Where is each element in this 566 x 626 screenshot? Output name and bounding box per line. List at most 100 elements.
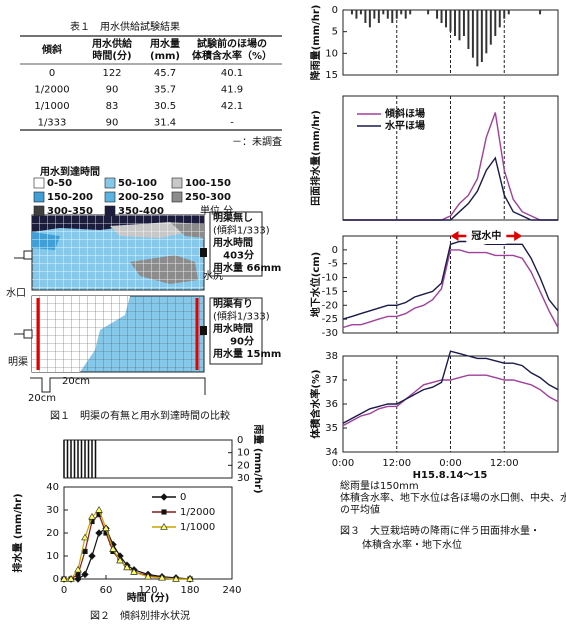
y-tick-label: -30 — [322, 328, 338, 339]
x-axis-label: H15.8.14～15 — [413, 470, 488, 481]
data-marker — [81, 570, 89, 579]
bar — [498, 10, 501, 28]
data-marker — [172, 575, 180, 582]
y-tick-label: 0 — [53, 574, 59, 585]
arrow-head — [514, 231, 523, 241]
bar — [539, 10, 542, 15]
outlet-label: 水尻 — [203, 270, 223, 282]
legend-swatch — [171, 191, 183, 203]
data-marker — [123, 563, 131, 571]
table-cell: 42.1 — [221, 101, 243, 112]
bar — [94, 440, 97, 478]
bar — [476, 10, 479, 67]
y-tick-label: 36 — [325, 399, 338, 410]
bar — [87, 440, 90, 478]
x-tick-label: 240 — [222, 585, 241, 596]
data-marker — [158, 573, 166, 581]
data-marker — [160, 523, 168, 530]
y-tick-label: 35 — [325, 423, 338, 434]
y-axis-label: 体積含水率(%) — [309, 369, 322, 438]
bar — [70, 440, 72, 478]
bar — [440, 10, 443, 23]
y-axis-label: 地下水位(cm) — [309, 252, 322, 318]
diagram-note: (傾斜1/333) — [213, 224, 270, 237]
bar — [453, 10, 456, 36]
bar — [391, 10, 394, 23]
table-cell: 31.4 — [154, 118, 176, 129]
data-marker — [95, 529, 103, 537]
table-cell: 1/333 — [38, 118, 67, 129]
table-note: －：未調査 — [232, 135, 282, 148]
data-marker — [81, 533, 89, 541]
data-marker — [116, 556, 124, 564]
x-tick-label: 0:00 — [439, 458, 461, 469]
bar — [462, 10, 465, 36]
diagram-note: 用水量 66mm — [212, 261, 281, 274]
data-marker — [88, 552, 96, 560]
table-cell: 1/2000 — [34, 85, 69, 96]
bar — [449, 10, 452, 32]
legend-label: 傾斜ほ場 — [384, 107, 425, 120]
table-header: 用水供給 — [91, 37, 133, 50]
figure-caption: 図１ 明渠の有無と用水到達時間の比較 — [50, 409, 230, 422]
bar — [400, 10, 403, 15]
y-tick-label: 0 — [332, 245, 338, 256]
bar — [368, 10, 371, 28]
y-tick-label: 10 — [325, 48, 338, 59]
diagram-note: 用水時間 — [212, 322, 253, 335]
data-marker — [82, 548, 88, 554]
y-tick-label: -5 — [328, 259, 338, 270]
legend-label: 0 — [180, 492, 186, 503]
bar — [485, 10, 488, 54]
dimension-label: 20cm — [28, 393, 56, 404]
table-cell: 0 — [49, 68, 55, 79]
data-marker — [161, 509, 167, 515]
bar — [355, 10, 358, 19]
bar — [382, 10, 385, 15]
y-tick-label: -10 — [322, 273, 338, 284]
table-header: 傾斜 — [41, 43, 62, 56]
y-tick-label: 15 — [325, 70, 338, 81]
table-cell: 40.1 — [221, 68, 243, 79]
legend-label: 350-400 — [118, 206, 164, 217]
data-marker — [74, 565, 82, 573]
legend-swatch — [33, 191, 45, 203]
table-cell: 45.7 — [154, 68, 176, 79]
legend-label: 1/1000 — [180, 522, 215, 533]
legend-label: 1/2000 — [180, 507, 215, 518]
legend-label: 水平ほ場 — [384, 119, 425, 132]
figure-note: の平均値 — [340, 503, 380, 516]
bar — [63, 440, 65, 478]
legend-swatch — [171, 177, 183, 189]
table-header: 試験前のほ場の — [197, 37, 267, 50]
bar — [427, 10, 430, 15]
y-axis-label: 排水量 (mm/hr) — [11, 493, 24, 572]
bar — [84, 440, 86, 478]
table-header: (mm) — [150, 51, 180, 62]
bar — [436, 10, 439, 19]
x-tick-label: 120 — [138, 585, 157, 596]
bar — [458, 10, 461, 41]
table-title: 表１ 用水供給試験結果 — [70, 20, 180, 33]
diagram-note: 用水量 15mm — [212, 347, 281, 360]
x-tick-label: 0:00 — [332, 458, 354, 469]
table-cell: 41.9 — [221, 85, 243, 96]
y-tick-label: 38 — [325, 351, 338, 362]
bar — [494, 10, 497, 36]
table-header: 時間(分) — [92, 49, 131, 62]
diagram-note: 用水時間 — [212, 236, 253, 249]
y-tick-label: 20 — [237, 460, 250, 471]
annotation-bg — [466, 228, 507, 244]
y-tick-label: 0 — [332, 5, 338, 16]
bar — [503, 10, 506, 19]
y-axis-label: 雨量 (mm/hr) — [252, 424, 265, 493]
y-tick-label: 34 — [325, 447, 338, 458]
legend-label: 150-200 — [47, 192, 93, 203]
figure-caption: 体積含水率・地下水位 — [362, 538, 462, 551]
y-tick-label: 37 — [325, 375, 338, 386]
y-tick-label: 30 — [46, 505, 59, 516]
table-cell: 35.7 — [154, 85, 176, 96]
y-tick-label: -15 — [322, 286, 338, 297]
series-line — [342, 374, 559, 427]
